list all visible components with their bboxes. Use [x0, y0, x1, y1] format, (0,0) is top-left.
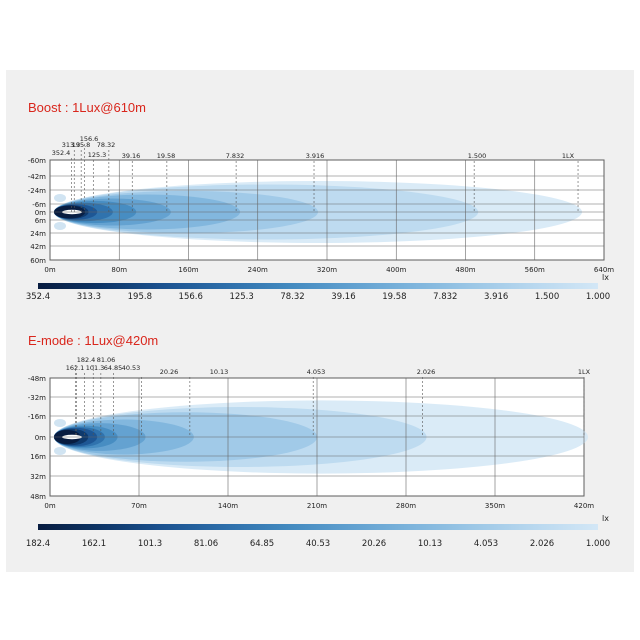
emode-chart-title: E-mode : 1Lux@420m [28, 333, 159, 348]
isolux-label: 20.26 [160, 368, 179, 376]
x-tick-label: 480m [455, 266, 475, 274]
y-tick-label: -16m [28, 413, 46, 421]
y-tick-label: 42m [30, 243, 46, 251]
x-tick-label: 160m [178, 266, 198, 274]
y-tick-label: 16m [30, 453, 46, 461]
isolux-label: 81.06 [97, 356, 116, 364]
boost-chart-title: Boost : 1Lux@610m [28, 100, 146, 115]
scale-label: 352.4 [26, 292, 50, 302]
isolux-label: 195.8 [72, 141, 91, 149]
side-lobe [54, 447, 66, 455]
x-tick-label: 240m [248, 266, 268, 274]
color-scale-bar [38, 283, 598, 289]
x-tick-label: 420m [574, 502, 594, 510]
scale-label: 313.3 [77, 292, 101, 302]
y-tick-label: 48m [30, 493, 46, 501]
isolux-label: 10.13 [210, 368, 229, 376]
x-tick-label: 640m [594, 266, 614, 274]
scale-label: 39.16 [331, 292, 355, 302]
isolux-label: 182.4 [77, 356, 96, 364]
scale-label: 162.1 [82, 539, 106, 549]
x-tick-label: 210m [307, 502, 327, 510]
isolux-label: 7.832 [226, 152, 245, 160]
isolux-label: 39.16 [122, 152, 141, 160]
isolux-label: 19.58 [157, 152, 176, 160]
scale-label: 40.53 [306, 539, 330, 549]
y-tick-label: -60m [28, 157, 46, 165]
scale-label: 10.13 [418, 539, 442, 549]
isolux-label: 1LX [562, 152, 575, 160]
scale-label: 1.000 [586, 539, 610, 549]
side-lobe [54, 419, 66, 427]
x-tick-label: 80m [111, 266, 127, 274]
scale-label: 78.32 [280, 292, 304, 302]
x-tick-label: 400m [386, 266, 406, 274]
scale-label: 7.832 [433, 292, 457, 302]
scale-label: 4.053 [474, 539, 498, 549]
y-tick-label: -24m [28, 187, 46, 195]
scale-label: 2.026 [530, 539, 554, 549]
scale-label: 1.500 [535, 292, 559, 302]
scale-label: 101.3 [138, 539, 162, 549]
x-tick-label: 140m [218, 502, 238, 510]
x-tick-label: 560m [525, 266, 545, 274]
scale-label: 156.6 [179, 292, 203, 302]
isolux-label: 313.3 [62, 141, 81, 149]
isolux-label: 1LX [578, 368, 591, 376]
scale-unit-label: lx [602, 514, 609, 523]
isolux-label: 78.32 [97, 141, 116, 149]
x-tick-label: 70m [131, 502, 147, 510]
isolux-label: 64.85 [104, 364, 123, 372]
scale-label: 1.000 [586, 292, 610, 302]
scale-label: 182.4 [26, 539, 50, 549]
isolux-label: 4.053 [307, 368, 326, 376]
isolux-label: 2.026 [417, 368, 436, 376]
scale-label: 20.26 [362, 539, 386, 549]
scale-label: 64.85 [250, 539, 274, 549]
x-tick-label: 0m [44, 266, 55, 274]
y-tick-label: 32m [30, 473, 46, 481]
y-tick-label: 24m [30, 230, 46, 238]
y-tick-label: 0m [35, 209, 46, 217]
isolux-label: 162.1 [66, 364, 85, 372]
chart-1: 0m 70m 140m 210m 280m 350m 420m -48m -32m -16m 0m 1… [26, 356, 610, 549]
scale-label: 195.8 [128, 292, 152, 302]
x-tick-label: 320m [317, 266, 337, 274]
isolux-label: 3.916 [306, 152, 325, 160]
y-tick-label: -42m [28, 173, 46, 181]
isolux-label: 40.53 [122, 364, 141, 372]
scale-label: 81.06 [194, 539, 218, 549]
scale-unit-label: lx [602, 273, 609, 282]
color-scale-bar [38, 524, 598, 530]
scale-label: 19.58 [382, 292, 406, 302]
isolux-label: 101.3 [86, 364, 105, 372]
x-tick-label: 350m [485, 502, 505, 510]
y-tick-label: -48m [28, 375, 46, 383]
chart-0: 0m 80m 160m 240m 320m 400m 480m 560m 640m -60m -42… [26, 135, 614, 302]
y-tick-label: -32m [28, 394, 46, 402]
isolux-label: 156.6 [80, 135, 99, 143]
x-tick-label: 280m [396, 502, 416, 510]
scale-label: 3.916 [484, 292, 508, 302]
isolux-label: 125.3 [88, 151, 107, 159]
side-lobe [54, 222, 66, 230]
isolux-label: 352.4 [52, 149, 71, 157]
scale-label: 125.3 [229, 292, 253, 302]
y-tick-label: 60m [30, 257, 46, 265]
y-tick-label: -6m [32, 201, 46, 209]
x-tick-label: 0m [44, 502, 55, 510]
y-tick-label: 6m [35, 217, 46, 225]
y-tick-label: 0m [35, 434, 46, 442]
isolux-label: 1.500 [468, 152, 487, 160]
side-lobe [54, 194, 66, 202]
